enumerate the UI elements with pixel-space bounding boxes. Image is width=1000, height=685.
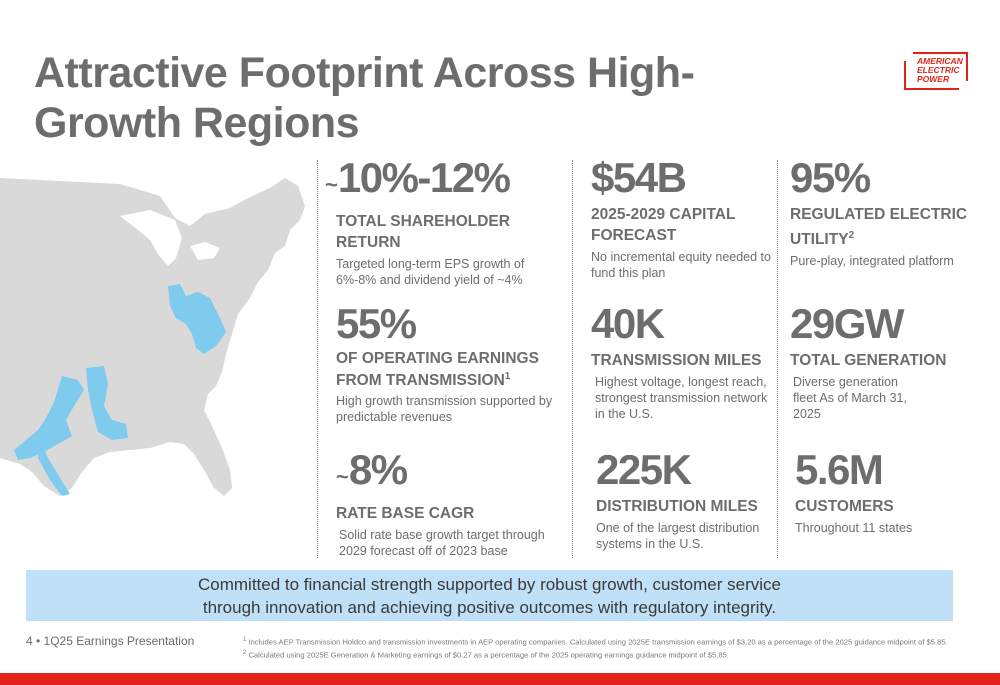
- stat-value: 55%: [336, 300, 417, 347]
- stat-value: 5.6M: [795, 446, 884, 493]
- logo-frame-icon: [904, 52, 968, 90]
- stat-total-generation: 29GW TOTAL GENERATION Diverse generation…: [790, 302, 985, 422]
- stat-capital-forecast: $54B 2025-2029 CAPITAL FORECAST No incre…: [591, 156, 771, 281]
- stat-description: Targeted long-term EPS growth of 6%-8% a…: [336, 257, 525, 287]
- footnotes: 1 Includes AEP Transmission Holdco and t…: [243, 635, 948, 660]
- column-divider: [777, 160, 778, 558]
- stat-label: REGULATED ELECTRIC UTILITY2: [790, 206, 968, 249]
- stat-label: DISTRIBUTION MILES: [596, 498, 758, 515]
- us-service-territory-map: [0, 178, 305, 496]
- stat-description: High growth transmission supported by pr…: [336, 394, 553, 425]
- stat-description: One of the largest distribution systems …: [596, 521, 760, 551]
- column-divider: [317, 160, 318, 558]
- stat-value: ~8%: [336, 446, 408, 493]
- footnote-1: 1 Includes AEP Transmission Holdco and t…: [243, 637, 948, 647]
- stat-distribution-miles: 225K DISTRIBUTION MILES One of the large…: [596, 448, 774, 552]
- service-area-texas-south-shape: [38, 438, 70, 496]
- stat-label: TOTAL SHAREHOLDER RETURN: [336, 213, 510, 251]
- page-title: Attractive Footprint Across High-Growth …: [34, 49, 695, 147]
- brand-color-bar: [0, 673, 1000, 685]
- stat-transmission-miles: 40K TRANSMISSION MILES Highest voltage, …: [591, 302, 773, 422]
- us-landmass-shape: [0, 178, 305, 496]
- stat-value: 40K: [591, 300, 665, 347]
- stat-value: 95%: [790, 154, 871, 201]
- stat-label: CUSTOMERS: [795, 498, 894, 515]
- stat-label: TRANSMISSION MILES: [591, 352, 762, 369]
- column-divider: [572, 160, 573, 558]
- aep-logo: AMERICAN ELECTRIC POWER: [903, 51, 969, 91]
- footnote-2: 2 Calculated using 2025E Generation & Ma…: [243, 649, 729, 660]
- banner-text: Committed to financial strength supporte…: [198, 575, 781, 617]
- stat-description: Diverse generation fleet As of March 31,…: [793, 375, 907, 421]
- stat-description: Throughout 11 states: [795, 521, 913, 535]
- stat-description: Solid rate base growth target through 20…: [339, 528, 545, 558]
- stat-operating-earnings: 55% OF OPERATING EARNINGS FROM TRANSMISS…: [336, 302, 566, 425]
- stat-total-shareholder-return: ~10%-12% TOTAL SHAREHOLDER RETURN Target…: [325, 156, 560, 288]
- stat-description: No incremental equity needed to fund thi…: [591, 250, 771, 280]
- stat-label: RATE BASE CAGR: [336, 505, 475, 522]
- stat-value: 29GW: [790, 300, 905, 347]
- service-area-ohio-shape: [168, 284, 226, 354]
- stat-customers: 5.6M CUSTOMERS Throughout 11 states: [795, 448, 985, 536]
- commitment-banner: Committed to financial strength supporte…: [26, 570, 953, 621]
- service-area-oklahoma-shape: [86, 366, 128, 440]
- stat-value: 225K: [596, 446, 692, 493]
- service-area-texas-shape: [14, 376, 84, 460]
- stat-label: 2025-2029 CAPITAL FORECAST: [591, 206, 736, 244]
- stat-rate-base-cagr: ~8% RATE BASE CAGR Solid rate base growt…: [336, 448, 566, 559]
- stat-description: Pure-play, integrated platform: [790, 254, 954, 269]
- stat-regulated-utility: 95% REGULATED ELECTRIC UTILITY2 Pure-pla…: [790, 156, 985, 269]
- stat-description: Highest voltage, longest reach, stronges…: [595, 375, 768, 421]
- great-lakes-shape: [120, 210, 220, 266]
- stat-label: TOTAL GENERATION: [790, 352, 947, 369]
- logo-text: AMERICAN ELECTRIC POWER: [917, 56, 963, 84]
- stat-label: OF OPERATING EARNINGS FROM TRANSMISSION1: [336, 350, 539, 390]
- stat-value: ~10%-12%: [325, 154, 511, 201]
- page-footer-label: 4 • 1Q25 Earnings Presentation: [26, 634, 195, 648]
- stat-value: $54B: [591, 154, 687, 201]
